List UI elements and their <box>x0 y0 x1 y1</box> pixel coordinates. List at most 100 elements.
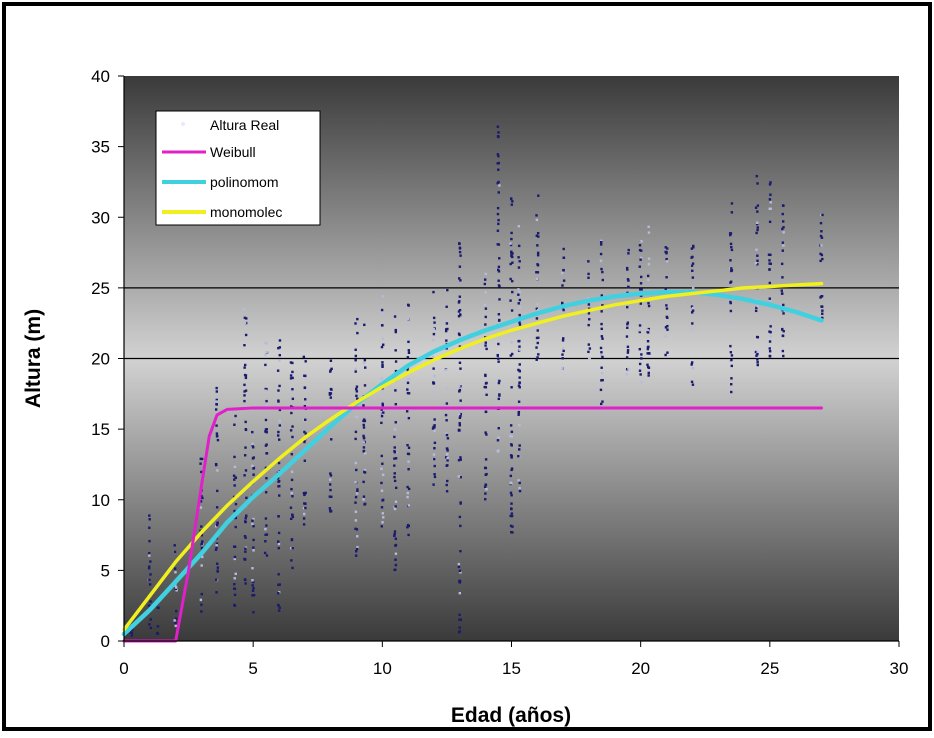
scatter-point <box>362 434 365 438</box>
scatter-point <box>459 456 462 459</box>
scatter-point <box>640 357 643 360</box>
scatter-point <box>517 479 520 482</box>
scatter-point <box>666 328 669 331</box>
scatter-point <box>149 618 152 621</box>
scatter-point <box>278 408 282 412</box>
scatter-point <box>626 351 630 354</box>
scatter-point <box>458 515 462 519</box>
scatter-point <box>518 323 522 326</box>
scatter-point <box>639 282 643 285</box>
scatter-point <box>199 598 203 602</box>
scatter-point <box>381 462 384 465</box>
scatter-point <box>729 259 732 262</box>
scatter-point <box>690 380 694 384</box>
scatter-point <box>393 315 397 318</box>
scatter-point <box>510 514 514 518</box>
scatter-point <box>215 390 219 393</box>
scatter-point <box>518 369 521 373</box>
scatter-point <box>291 361 294 365</box>
scatter-point <box>518 486 521 490</box>
scatter-point <box>433 374 437 378</box>
scatter-point <box>498 318 501 322</box>
scatter-point <box>459 399 462 402</box>
scatter-point <box>215 546 218 549</box>
scatter-point <box>291 566 294 570</box>
scatter-point <box>729 232 733 235</box>
scatter-point <box>244 333 248 337</box>
scatter-point <box>458 416 462 419</box>
scatter-point <box>446 387 449 390</box>
scatter-point <box>278 359 281 362</box>
scatter-point <box>200 592 204 596</box>
scatter-point <box>264 389 267 392</box>
scatter-point <box>729 233 732 237</box>
scatter-point <box>290 547 293 550</box>
scatter-point <box>666 316 669 319</box>
scatter-point <box>666 351 669 354</box>
scatter-point <box>264 517 268 520</box>
scatter-point <box>587 323 590 327</box>
scatter-point <box>587 312 591 315</box>
legend-label-monomolec: monomolec <box>210 204 282 220</box>
scatter-point <box>215 542 219 545</box>
scatter-point <box>381 337 384 341</box>
scatter-point <box>599 252 603 256</box>
scatter-point <box>497 161 501 165</box>
scatter-point <box>496 439 500 442</box>
scatter-point <box>780 262 784 266</box>
x-tick-label: 0 <box>119 659 128 678</box>
scatter-point <box>497 427 500 430</box>
scatter-point <box>458 569 462 573</box>
scatter-point <box>497 180 500 184</box>
scatter-point <box>730 202 734 205</box>
scatter-column <box>243 308 248 585</box>
scatter-point <box>646 346 650 349</box>
scatter-point <box>200 470 203 474</box>
scatter-point <box>537 353 540 356</box>
scatter-point <box>432 327 436 331</box>
legend-marker-altura-real <box>181 122 185 126</box>
scatter-point <box>561 302 564 305</box>
scatter-point <box>664 250 667 254</box>
scatter-point <box>277 399 280 402</box>
scatter-point <box>755 306 758 310</box>
scatter-point <box>626 268 629 271</box>
scatter-point <box>640 249 643 252</box>
scatter-point <box>638 265 641 268</box>
scatter-point <box>251 464 254 468</box>
scatter-point <box>484 473 487 477</box>
scatter-point <box>536 356 539 359</box>
scatter-point <box>251 444 254 447</box>
scatter-point <box>290 491 293 495</box>
scatter-point <box>244 376 248 380</box>
scatter-point <box>243 373 247 377</box>
scatter-point <box>394 457 398 460</box>
scatter-point <box>233 555 237 559</box>
scatter-point <box>215 424 218 427</box>
legend-box <box>155 110 321 226</box>
scatter-point <box>510 430 514 434</box>
scatter-point <box>216 469 219 472</box>
scatter-point <box>819 234 823 238</box>
scatter-point <box>510 231 513 235</box>
scatter-point <box>354 387 358 391</box>
scatter-point <box>664 287 667 291</box>
scatter-point <box>509 514 512 518</box>
scatter-point <box>458 265 462 268</box>
scatter-point <box>517 302 520 305</box>
scatter-point <box>243 366 246 369</box>
scatter-point <box>509 243 513 247</box>
scatter-point <box>485 433 488 436</box>
scatter-point <box>729 281 732 284</box>
scatter-point <box>562 349 565 353</box>
scatter-point <box>560 271 564 275</box>
scatter-point <box>252 546 255 549</box>
scatter-point <box>497 436 500 439</box>
scatter-point <box>381 473 385 477</box>
scatter-point <box>215 578 218 581</box>
scatter-point <box>393 428 397 431</box>
scatter-point <box>381 512 384 515</box>
scatter-point <box>446 459 449 462</box>
scatter-point <box>393 446 396 449</box>
scatter-point <box>393 464 396 467</box>
